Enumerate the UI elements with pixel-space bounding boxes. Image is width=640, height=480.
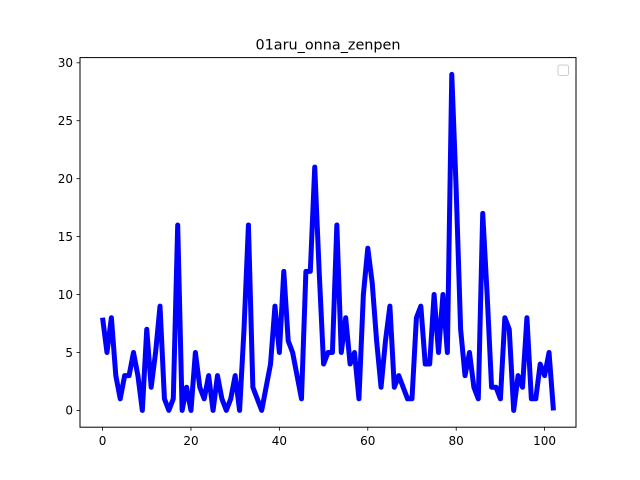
empty-legend-box [557, 64, 569, 76]
plot-frame [79, 57, 577, 428]
plot-area [100, 71, 556, 413]
y-tick-label: 20 [58, 172, 73, 186]
y-tick-label: 15 [58, 230, 73, 244]
y-tick-label: 10 [58, 288, 73, 302]
chart-title: 01aru_onna_zenpen [255, 38, 400, 54]
x-tick-label: 20 [183, 434, 198, 448]
series-line-0 [100, 71, 556, 413]
x-tick-label: 60 [360, 434, 375, 448]
y-axis: 0 5 10 15 20 25 30 [58, 56, 80, 418]
x-tick-label: 100 [533, 434, 556, 448]
y-tick-label: 0 [65, 404, 73, 418]
x-axis: 0 20 40 60 80 100 [99, 427, 556, 448]
x-tick-label: 0 [99, 434, 107, 448]
y-tick-label: 25 [58, 114, 73, 128]
y-tick-label: 5 [65, 346, 73, 360]
y-tick-label: 30 [58, 56, 73, 70]
x-tick-label: 80 [449, 434, 464, 448]
x-tick-label: 40 [272, 434, 287, 448]
